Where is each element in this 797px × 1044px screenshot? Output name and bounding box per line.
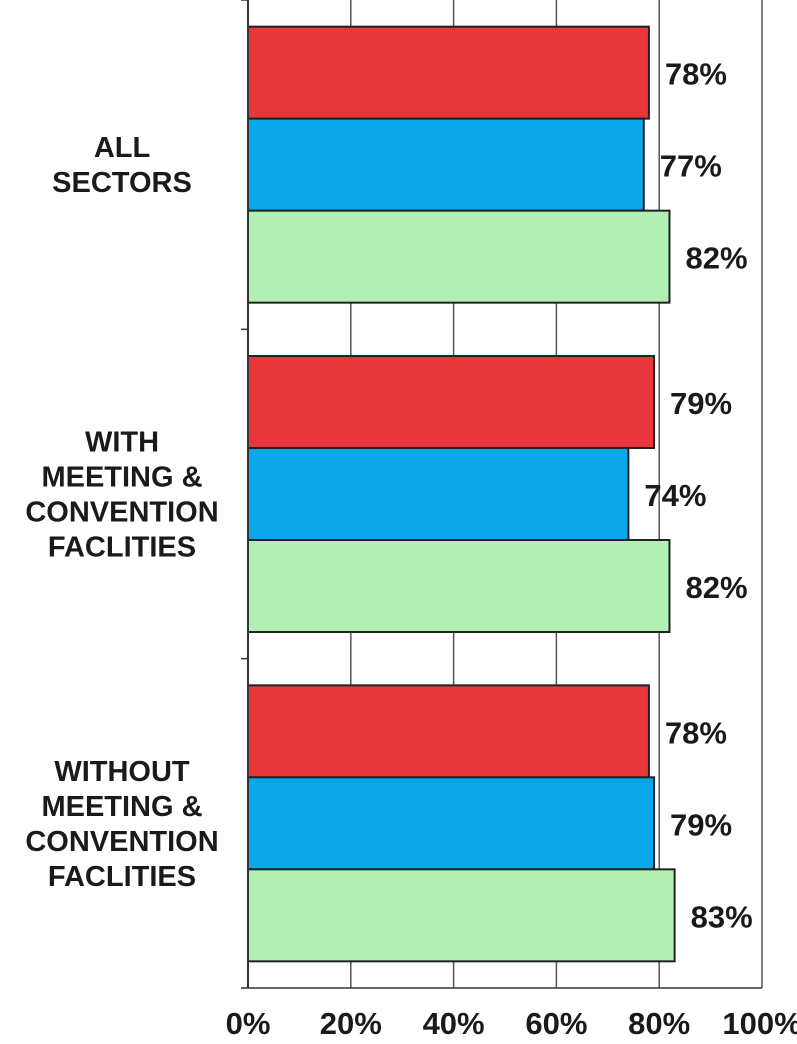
bar-1-1 — [247, 25, 650, 120]
category-label-line: FACLITIES — [48, 532, 196, 564]
category-label-line: FACLITIES — [48, 861, 196, 893]
category-label-line: CONVENTION — [25, 497, 218, 529]
category-label-1: ALL SECTORS — [52, 132, 192, 199]
bar-3-2 — [247, 776, 656, 871]
bar-2-3 — [247, 539, 671, 633]
x-tick-label-20: 20% — [320, 1006, 382, 1039]
data-label-1-2: 77% — [660, 149, 722, 184]
x-tick-label-60: 60% — [525, 1006, 587, 1039]
x-tick-label-0: 0% — [226, 1006, 271, 1039]
data-label-3-1: 78% — [665, 715, 727, 750]
bar-3-1 — [247, 684, 650, 779]
bar-1-2 — [247, 117, 645, 212]
category-label-line: MEETING & — [41, 462, 202, 494]
data-label-2-1: 79% — [670, 386, 732, 421]
x-tick-label-40: 40% — [423, 1006, 485, 1039]
bar-3-3 — [247, 868, 676, 963]
bar-layer — [247, 25, 676, 963]
category-label-line: WITHOUT — [54, 756, 190, 788]
data-label-3-3: 83% — [691, 899, 753, 934]
data-label-1-1: 78% — [665, 57, 727, 92]
category-label-line: SECTORS — [52, 167, 192, 199]
bar-2-1 — [247, 355, 656, 449]
data-label-1-3: 82% — [685, 241, 747, 276]
category-label-line: ALL — [94, 132, 150, 164]
category-label-line: MEETING & — [41, 791, 202, 823]
axis-layer — [241, 0, 762, 989]
category-label-line: CONVENTION — [25, 826, 218, 858]
data-label-2-3: 82% — [685, 570, 747, 605]
x-tick-label-100: 100% — [722, 1006, 797, 1039]
category-label-line: WITH — [85, 427, 159, 459]
category-label-2: WITH MEETING & CONVENTION FACLITIES — [25, 427, 218, 564]
data-label-3-2: 79% — [670, 807, 732, 842]
x-tick-label-80: 80% — [628, 1006, 690, 1039]
bar-1-3 — [247, 209, 671, 304]
data-label-2-2: 74% — [644, 478, 706, 513]
bar-2-2 — [247, 447, 630, 541]
category-label-3: WITHOUT MEETING & CONVENTION FACLITIES — [25, 756, 218, 893]
